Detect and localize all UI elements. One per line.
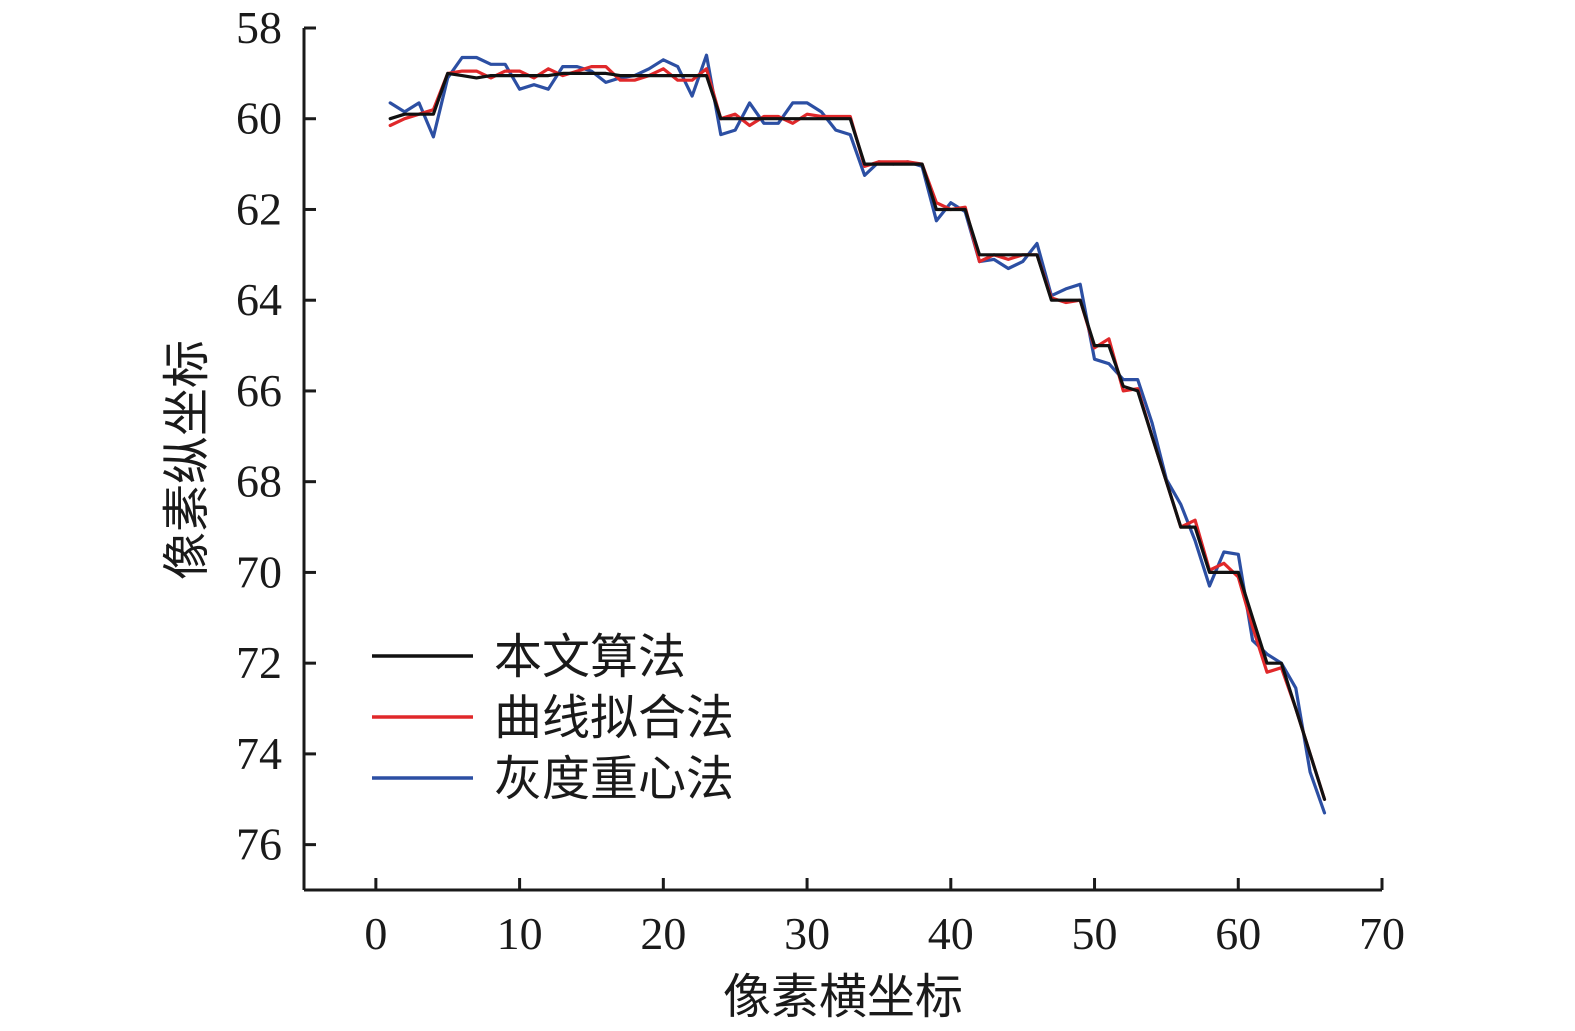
y-tick-label: 72 — [236, 637, 282, 688]
legend-label-1: 本文算法 — [494, 629, 686, 685]
y-tick-label: 66 — [236, 365, 282, 416]
x-tick-label: 40 — [928, 908, 974, 959]
y-tick-label: 60 — [236, 93, 282, 144]
y-tick-label: 68 — [236, 456, 282, 507]
x-tick-label: 20 — [640, 908, 686, 959]
y-axis-title: 像素纵坐标 — [159, 340, 215, 580]
x-axis-ticks: 0 10 20 30 40 50 60 70 — [364, 878, 1405, 959]
y-tick-label: 62 — [236, 183, 282, 234]
series-line-1 — [388, 71, 1327, 801]
legend-label-3: 灰度重心法 — [494, 751, 734, 807]
x-tick-label: 70 — [1359, 908, 1405, 959]
x-tick-label: 30 — [784, 908, 830, 959]
series-group — [388, 53, 1327, 815]
y-tick-label: 58 — [236, 2, 282, 53]
x-tick-label: 10 — [497, 908, 543, 959]
x-tick-label: 0 — [364, 908, 387, 959]
x-tick-label: 50 — [1072, 908, 1118, 959]
y-tick-label: 76 — [236, 819, 282, 870]
y-axis-ticks: 58 60 62 64 66 68 70 72 74 76 — [236, 2, 316, 870]
y-tick-label: 64 — [236, 274, 282, 325]
y-tick-label: 74 — [236, 728, 282, 779]
y-tick-label: 70 — [236, 546, 282, 597]
x-tick-label: 60 — [1215, 908, 1261, 959]
legend-label-2: 曲线拟合法 — [494, 690, 734, 746]
series-line-3 — [388, 53, 1327, 815]
x-axis-title: 像素横坐标 — [723, 969, 963, 1025]
